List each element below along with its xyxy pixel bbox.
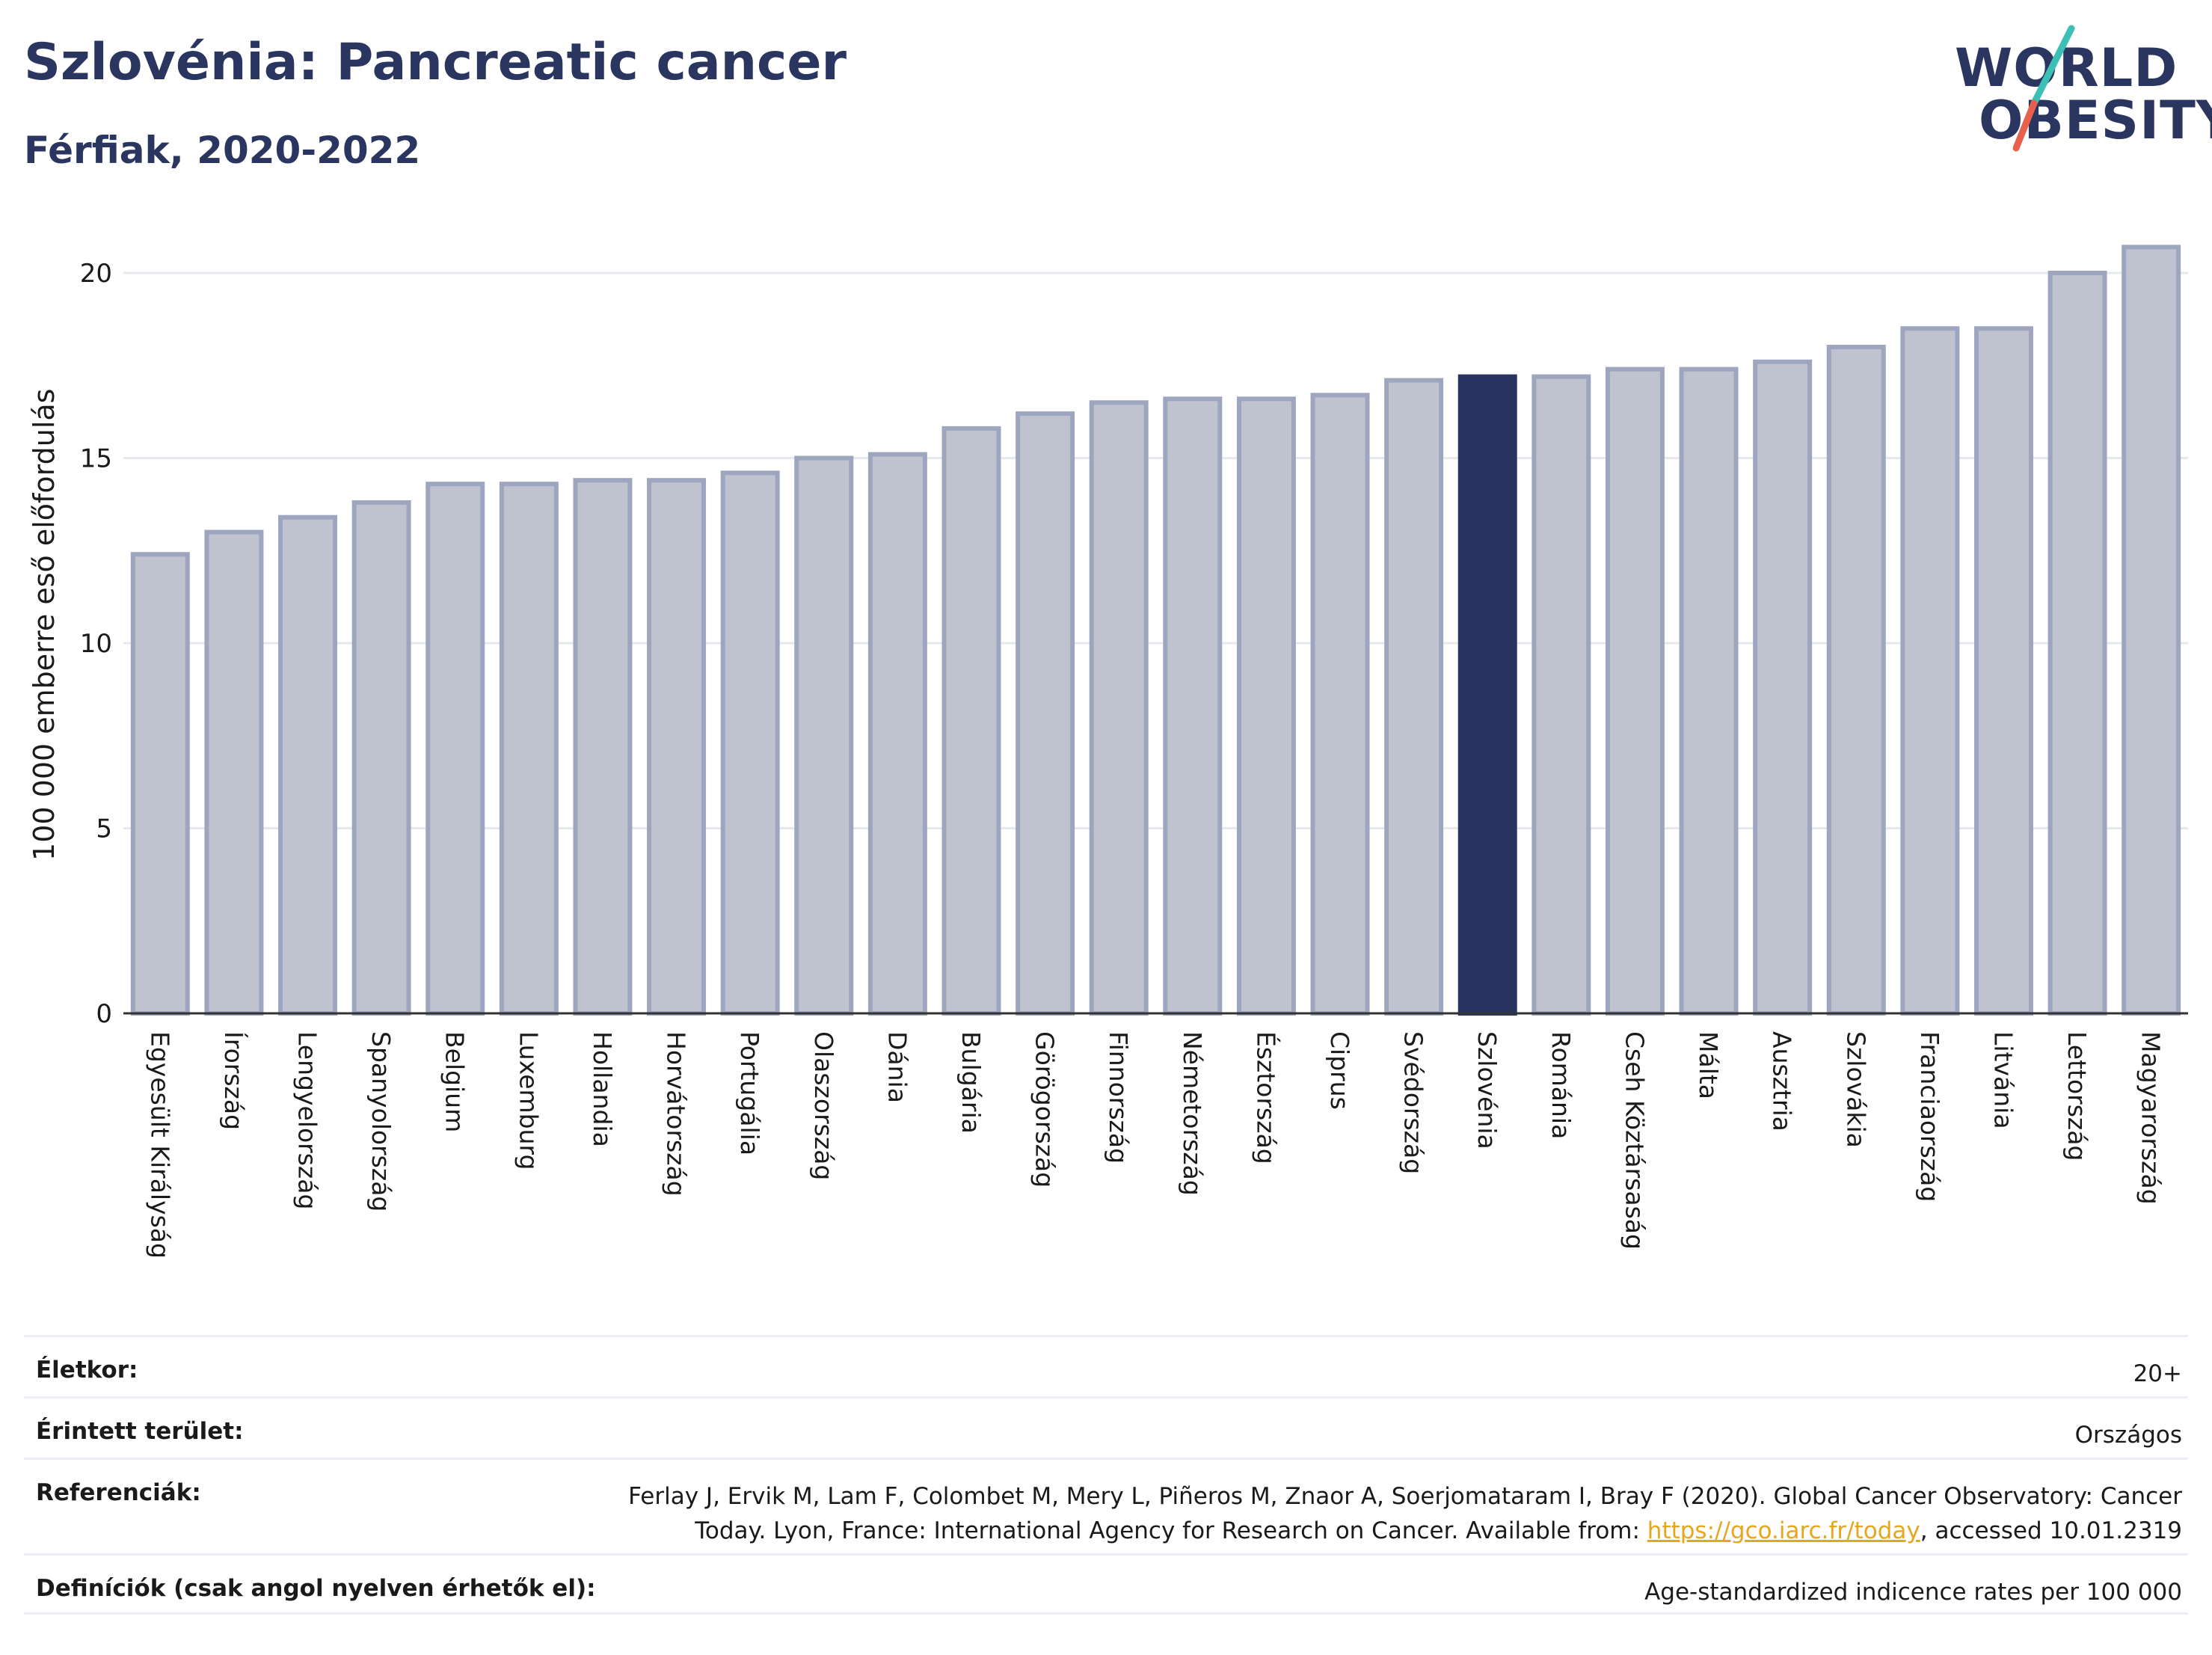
info-table: Életkor: 20+ Érintett terület: Országos … <box>24 1335 2188 1615</box>
bar <box>1605 366 1665 1016</box>
x-tick-label: Finnország <box>1104 1031 1133 1164</box>
info-label-age: Életkor: <box>36 1357 138 1384</box>
y-axis-label: 100 000 emberre eső előfordulás <box>28 389 61 861</box>
x-tick-label: Svédország <box>1399 1031 1428 1174</box>
bar <box>1089 400 1149 1016</box>
reference-line1: Ferlay J, Ervik M, Lam F, Colombet M, Me… <box>628 1483 2182 1510</box>
info-label-definitions: Definíciók (csak angol nyelven érhetők e… <box>36 1575 596 1602</box>
x-tick-label: Horvátország <box>662 1031 691 1197</box>
x-tick-label: Spanyolország <box>366 1031 396 1212</box>
x-tick-label: Németország <box>1178 1031 1207 1196</box>
bar <box>1384 378 1444 1016</box>
x-tick-label: Olaszország <box>809 1031 838 1180</box>
bar <box>1236 396 1296 1016</box>
y-tick-label: 10 <box>80 629 112 659</box>
bar <box>130 552 190 1016</box>
bar <box>499 482 559 1016</box>
bar <box>2047 271 2107 1016</box>
bar-chart: 0 5 10 15 20 Egyesült Királyság Írország Lengy… <box>28 245 2188 1259</box>
info-value-area: Országos <box>2074 1422 2182 1449</box>
bar <box>425 482 485 1016</box>
x-tick-label: Dánia <box>882 1031 912 1103</box>
y-tick-labels: 0 5 10 15 20 <box>80 259 112 1029</box>
x-tick-label: Írország <box>219 1031 249 1130</box>
info-row-references: Referenciák: Ferlay J, Ervik M, Lam F, C… <box>24 1458 2188 1553</box>
x-tick-label: Szlovénia <box>1472 1031 1502 1149</box>
x-tick-label: Ausztria <box>1768 1031 1797 1132</box>
bar <box>1679 366 1739 1016</box>
x-tick-label: Málta <box>1694 1031 1723 1099</box>
x-tick-label: Franciaország <box>1915 1031 1944 1202</box>
x-tick-label: Ciprus <box>1325 1031 1354 1110</box>
x-tick-label: Lettország <box>2062 1031 2092 1161</box>
bar <box>1016 411 1075 1016</box>
x-tick-label: Szlovákia <box>1841 1031 1870 1148</box>
bar <box>1900 326 1960 1016</box>
bar <box>941 426 1001 1016</box>
x-tick-label: Hollandia <box>588 1031 617 1147</box>
x-tick-labels: Egyesült Királyság Írország Lengyelország S… <box>145 1031 2165 1259</box>
bar <box>720 470 780 1016</box>
bar <box>794 455 854 1016</box>
bars <box>123 245 2188 1016</box>
x-tick-label: Portugália <box>735 1031 764 1155</box>
page-title: Szlovénia: Pancreatic cancer <box>24 33 847 92</box>
x-tick-label: Lengyelország <box>293 1031 322 1209</box>
bar <box>647 478 707 1016</box>
bar <box>867 452 927 1016</box>
x-tick-label: Románia <box>1546 1031 1576 1139</box>
y-tick-label: 5 <box>96 814 112 844</box>
x-tick-label: Görögország <box>1030 1031 1060 1188</box>
x-tick-label: Cseh Köztársaság <box>1620 1031 1649 1250</box>
bar <box>2122 245 2181 1016</box>
bar <box>278 515 338 1016</box>
bar <box>351 500 411 1016</box>
info-row-area: Érintett terület: Országos <box>24 1396 2188 1458</box>
y-tick-label: 20 <box>80 259 112 289</box>
bar <box>1531 374 1591 1016</box>
y-tick-label: 15 <box>80 444 112 474</box>
info-label-area: Érintett terület: <box>36 1418 244 1445</box>
logo-slash-icon <box>2012 25 2075 152</box>
bar <box>1973 326 2033 1016</box>
info-label-references: Referenciák: <box>36 1479 201 1506</box>
info-value-references: Ferlay J, Ervik M, Lam F, Colombet M, Me… <box>628 1479 2182 1548</box>
bar <box>573 478 633 1016</box>
x-tick-label: Belgium <box>440 1031 470 1132</box>
reference-accessed: , accessed 10.01.2319 <box>1920 1517 2182 1544</box>
y-tick-label: 0 <box>96 999 112 1029</box>
bar <box>1826 345 1886 1016</box>
bar <box>1163 396 1223 1016</box>
info-row-definitions: Definíciók (csak angol nyelven érhetők e… <box>24 1553 2188 1615</box>
x-tick-label: Luxemburg <box>514 1031 543 1170</box>
info-value-age: 20+ <box>2133 1360 2182 1387</box>
x-tick-label: Magyarország <box>2136 1031 2166 1205</box>
bar <box>204 529 264 1016</box>
x-tick-label: Litvánia <box>1988 1031 2018 1129</box>
reference-link[interactable]: https://gco.iarc.fr/today <box>1647 1517 1920 1544</box>
world-obesity-logo: WORLD OBESITY <box>1944 21 2212 163</box>
x-tick-label: Egyesült Királyság <box>145 1031 174 1259</box>
logo-line1: WORLD <box>1955 37 2178 99</box>
bar <box>1457 374 1517 1016</box>
x-tick-label: Bulgária <box>956 1031 986 1134</box>
page-subtitle: Férfiak, 2020-2022 <box>24 129 421 172</box>
bar <box>1753 359 1813 1016</box>
reference-line2: Today. Lyon, France: International Agenc… <box>695 1517 1647 1544</box>
bar <box>1310 393 1370 1016</box>
info-row-age: Életkor: 20+ <box>24 1335 2188 1396</box>
info-value-definitions: Age-standardized indicence rates per 100… <box>1644 1579 2182 1606</box>
x-tick-label: Észtország <box>1251 1031 1281 1164</box>
